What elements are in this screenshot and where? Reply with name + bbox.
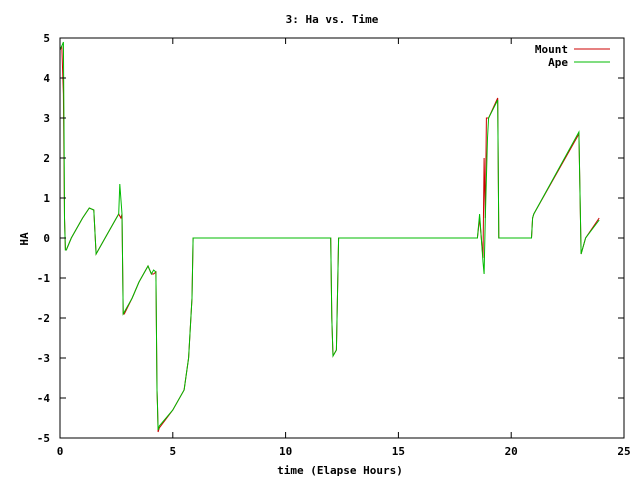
legend-label-mount: Mount	[535, 43, 568, 56]
x-axis-label: time (Elapse Hours)	[277, 464, 403, 477]
y-tick-label: -3	[37, 352, 50, 365]
y-tick-label: -2	[37, 312, 50, 325]
y-tick-label: 2	[43, 152, 50, 165]
plot-frame	[59, 37, 625, 439]
series-line-ape	[59, 41, 600, 431]
y-tick-label: 1	[43, 192, 50, 205]
legend-label-ape: Ape	[548, 56, 568, 69]
y-tick-label: 0	[43, 232, 50, 245]
x-tick-label: 10	[279, 445, 292, 458]
y-axis-label: HA	[18, 232, 31, 246]
ticks: 0 5 10 15 20 25 -5 -4 -3 -2 -1 0 1 2 3 4 5	[37, 32, 631, 458]
y-tick-label: -1	[37, 272, 51, 285]
y-tick-label: -5	[37, 432, 50, 445]
series-line-mount	[59, 45, 600, 433]
x-tick-label: 0	[57, 445, 64, 458]
series-layer	[59, 41, 600, 433]
y-tick-label: 3	[43, 112, 50, 125]
x-tick-label: 20	[505, 445, 518, 458]
x-tick-label: 25	[617, 445, 630, 458]
x-tick-label: 15	[392, 445, 405, 458]
y-tick-label: -4	[37, 392, 51, 405]
chart-title: 3: Ha vs. Time	[286, 13, 379, 26]
y-tick-label: 4	[43, 72, 50, 85]
y-tick-label: 5	[43, 32, 50, 45]
x-tick-label: 5	[169, 445, 176, 458]
